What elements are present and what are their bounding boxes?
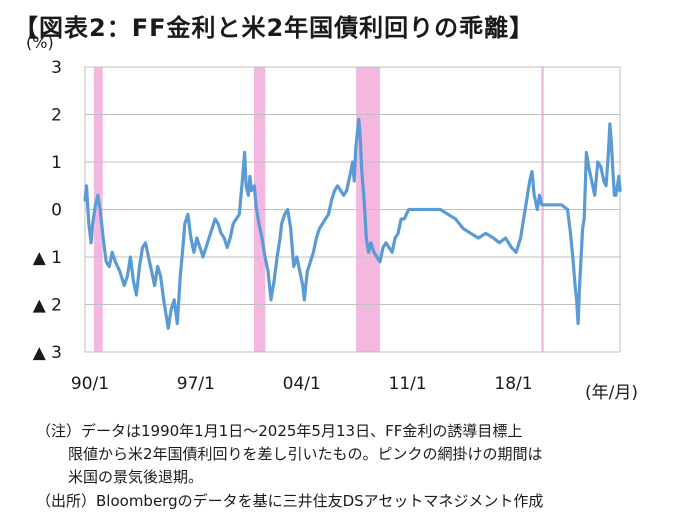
plot-frame (84, 66, 621, 353)
x-tick-label: 97/1 (177, 374, 215, 394)
note-line-2: 限値から米2年国債利回りを差し引いたもの。ピンクの網掛けの期間は (68, 445, 543, 463)
note-line-1: （注）データは1990年1月1日～2025年5月13日、FF金利の誘導目標上 (36, 422, 523, 440)
x-tick-labels: 90/1 97/1 04/1 11/1 18/1 (71, 374, 533, 394)
y-tick-labels: 3 2 1 0 ▲ 1 ▲ 2 ▲ 3 (33, 58, 62, 363)
chart-title: 【図表2：FF金利と米2年国債利回りの乖離】 (14, 14, 535, 42)
gridlines (85, 114, 620, 305)
y-tick-label: 1 (51, 153, 62, 173)
y-axis-unit: (%) (26, 33, 54, 52)
source-line: （出所）Bloombergのデータを基に三井住友DSアセットマネジメント作成 (36, 492, 544, 510)
y-tick-label: ▲ 1 (33, 248, 62, 268)
series-layer (83, 117, 622, 330)
note-line-3: 米国の景気後退期。 (68, 468, 204, 486)
y-tick-label: 3 (51, 58, 62, 78)
x-tick-label: 04/1 (283, 374, 321, 394)
x-tick-label: 90/1 (71, 374, 109, 394)
y-tick-label: ▲ 2 (33, 296, 62, 316)
y-tick-label: 0 (51, 201, 62, 221)
y-tick-label: ▲ 3 (33, 343, 62, 363)
x-tick-label: 18/1 (494, 374, 532, 394)
series-line-1 (83, 117, 622, 330)
x-tick-label: 11/1 (389, 374, 427, 394)
y-tick-label: 2 (51, 106, 62, 126)
x-axis-unit: (年/月) (585, 383, 638, 403)
